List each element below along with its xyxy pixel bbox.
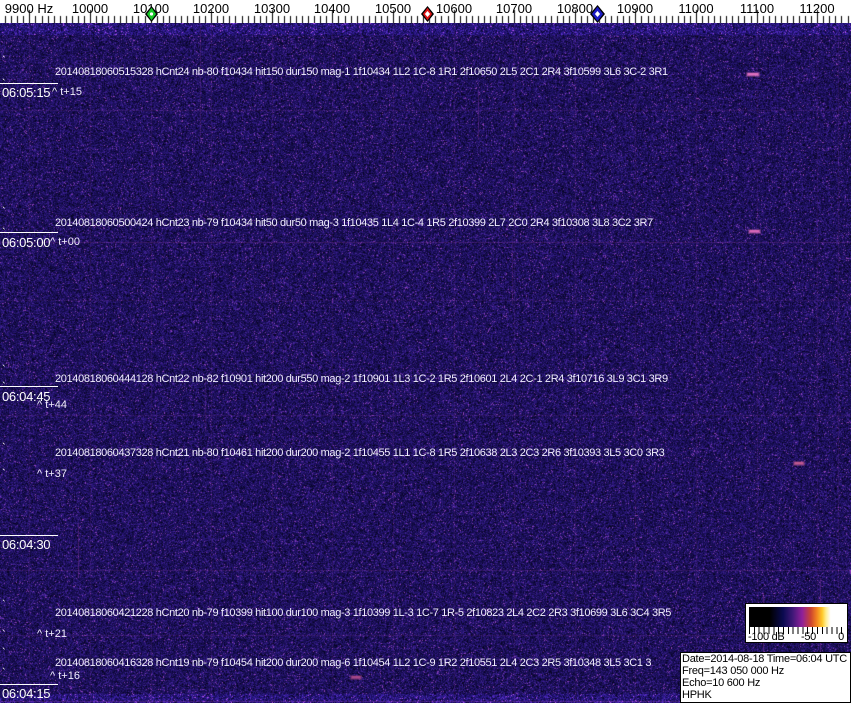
event-detection-text: 20140818060500424 hCnt23 nb-79 f10434 hi… xyxy=(55,217,653,229)
edge-event-mark: ` xyxy=(2,631,6,639)
time-axis-label: 06:04:30 xyxy=(2,537,50,552)
event-detection-text: 20140818060437328 hCnt21 nb-80 f10461 hi… xyxy=(55,447,664,459)
freq-axis-label: 10000 xyxy=(72,1,108,16)
freq-axis-label: 10900 xyxy=(617,1,653,16)
time-tick-line xyxy=(0,386,58,387)
spectrogram-canvas xyxy=(0,23,851,703)
frequency-axis: 9900 Hz100001010010200103001040010500106… xyxy=(0,0,851,23)
freq-axis-label: 11200 xyxy=(799,1,834,16)
freq-axis-label: 10600 xyxy=(436,1,472,16)
time-tick-line xyxy=(0,83,58,84)
green-diamond-marker[interactable] xyxy=(145,6,158,27)
infobox-line: HPHK xyxy=(682,689,849,701)
edge-event-mark: ` xyxy=(2,444,6,452)
event-detection-text: 20140818060515328 hCnt24 nb-80 f10434 hi… xyxy=(55,66,668,78)
event-time-offset-mark: ^ t+16 xyxy=(50,670,80,682)
db-gradient-strip xyxy=(749,607,844,627)
edge-event-mark: ` xyxy=(2,470,6,478)
infobox-line: Echo=10 600 Hz xyxy=(682,677,849,689)
event-time-offset-mark: ^ t+00 xyxy=(50,236,80,248)
event-time-offset-mark: ^ t+21 xyxy=(37,628,67,640)
event-time-offset-mark: ^ t+15 xyxy=(52,86,82,98)
freq-axis-label: 11100 xyxy=(740,1,774,16)
infobox-line: Freq=143 050 000 Hz xyxy=(682,665,849,677)
edge-event-mark: ` xyxy=(2,80,6,88)
db-scale-mid-label: -50 xyxy=(801,631,816,643)
freq-axis-label: 11000 xyxy=(678,1,713,16)
spectrogram-display: 9900 Hz100001010010200103001040010500106… xyxy=(0,0,851,703)
event-detection-text: 20140818060444128 hCnt22 nb-82 f10901 hi… xyxy=(55,373,668,385)
red-diamond-marker[interactable] xyxy=(421,6,434,27)
edge-event-mark: ` xyxy=(2,383,6,391)
time-axis-label: 06:05:00 xyxy=(2,235,50,250)
time-axis-label: 06:05:15 xyxy=(2,85,50,100)
edge-event-mark: ` xyxy=(2,669,6,677)
db-color-scale: -100 dB -50 0 xyxy=(745,603,848,643)
db-scale-max-label: 0 xyxy=(838,631,844,643)
event-time-offset-mark: ^ t+37 xyxy=(37,468,67,480)
freq-axis-label: 10300 xyxy=(254,1,290,16)
freq-axis-label: 10400 xyxy=(314,1,350,16)
edge-event-mark: ` xyxy=(2,366,6,374)
time-axis-label: 06:04:15 xyxy=(2,686,50,701)
freq-axis-label: 10500 xyxy=(375,1,411,16)
edge-event-mark: ` xyxy=(2,649,6,657)
edge-event-mark: ` xyxy=(2,208,6,216)
infobox-line: Date=2014-08-18 Time=06:04 UTC xyxy=(682,653,849,665)
time-axis-label: 06:04:45 xyxy=(2,389,50,404)
edge-event-mark: ` xyxy=(2,601,6,609)
edge-event-mark: ` xyxy=(2,57,6,65)
event-detection-text: 20140818060421228 hCnt20 nb-79 f10399 hi… xyxy=(55,607,671,619)
event-detection-text: 20140818060416328 hCnt19 nb-79 f10454 hi… xyxy=(55,657,651,669)
status-info-box: Date=2014-08-18 Time=06:04 UTC Freq=143 0… xyxy=(680,652,851,703)
time-tick-line xyxy=(0,535,58,536)
time-tick-line xyxy=(0,232,58,233)
freq-axis-label: 10200 xyxy=(193,1,229,16)
freq-axis-label: 10800 xyxy=(557,1,593,16)
db-scale-min-label: -100 dB xyxy=(748,631,784,643)
freq-axis-label: 9900 Hz xyxy=(5,1,53,16)
freq-axis-label: 10700 xyxy=(496,1,532,16)
edge-event-mark: ` xyxy=(2,229,6,237)
blue-diamond-marker[interactable] xyxy=(590,5,605,28)
time-tick-line xyxy=(0,684,58,685)
